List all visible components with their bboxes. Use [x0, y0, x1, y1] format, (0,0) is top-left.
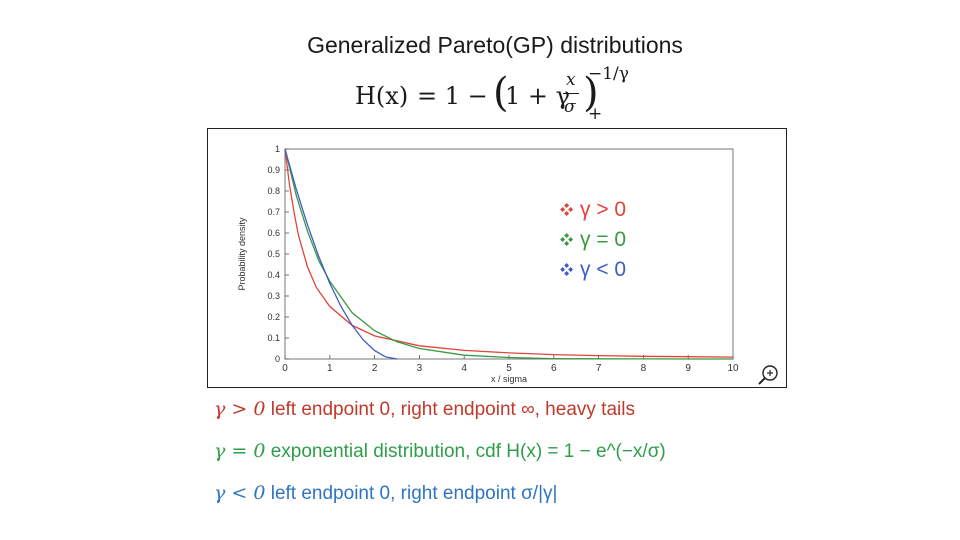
legend-bullet-part	[568, 237, 574, 242]
y-tick-label: 0.3	[267, 291, 280, 301]
x-tick-label: 5	[506, 363, 512, 374]
y-axis-label: Probability density	[237, 217, 247, 291]
y-tick-label: 0.5	[267, 249, 280, 259]
x-tick-label: 1	[327, 363, 333, 374]
y-tick-label: 0.9	[267, 165, 280, 175]
legend-bullet-part	[564, 211, 570, 216]
x-tick-label: 9	[685, 363, 691, 374]
legend-bullet-part	[568, 267, 574, 272]
plot-frame: 0 1 2 3 4 5 6 7 8 9 10 0 0.1 0.2 0.3 0.4 0.5 0.6 0.7 0.8 0.9…	[207, 128, 787, 388]
note-gamma-positive: γ > 0 left endpoint 0, right endpoint ∞,…	[214, 398, 635, 421]
slide-title: Generalized Pareto(GP) distributions	[307, 32, 683, 58]
formula-paren-close: )	[583, 70, 599, 116]
legend-entry-gamma-negative: γ < 0	[580, 258, 626, 281]
formula-frac-denominator: σ	[564, 97, 576, 117]
legend-bullet-part	[564, 233, 570, 238]
formula-frac-bar	[563, 93, 579, 94]
x-tick-label: 0	[282, 363, 288, 374]
legend-entry-gamma-positive: γ > 0	[580, 198, 626, 221]
series-line-gamma-zero	[284, 148, 733, 360]
y-tick-label: 0.6	[267, 228, 280, 238]
note-gamma-zero: γ = 0 exponential distribution, cdf H(x)…	[214, 440, 666, 463]
y-tick-label: 0.8	[267, 186, 280, 196]
legend-bullet-part	[564, 203, 570, 208]
formula-one-plus-gamma: 1 + γ	[505, 82, 570, 110]
x-tick-label: 8	[641, 363, 647, 374]
x-tick-label: 4	[461, 363, 467, 374]
legend-bullet-part	[564, 263, 570, 268]
legend-bullet-icon	[560, 263, 574, 276]
note-text: left endpoint 0, right endpoint ∞, heavy…	[270, 399, 635, 420]
x-tick-label: 7	[596, 363, 602, 374]
legend-bullet-part	[560, 237, 566, 242]
legend-bullet-part	[564, 241, 570, 246]
note-text: exponential distribution, cdf H(x) = 1 −…	[270, 441, 666, 462]
y-tick-label: 0.4	[267, 270, 280, 280]
note-gamma-negative: γ < 0 left endpoint 0, right endpoint σ/…	[214, 482, 557, 505]
legend-bullet-part	[564, 271, 570, 276]
formula-lhs: H(x)	[355, 82, 409, 110]
x-axis-label: x / sigma	[491, 374, 527, 384]
y-tick-label: 0.2	[267, 312, 280, 322]
legend-entry-gamma-zero: γ = 0	[580, 228, 626, 251]
y-tick-label: 0.7	[267, 207, 280, 217]
legend-bullet-part	[568, 207, 574, 212]
series-line-gamma-negative	[284, 148, 398, 360]
note-symbol: γ > 0	[214, 398, 266, 420]
note-symbol: γ = 0	[214, 440, 266, 462]
formula-equals: = 1 −	[417, 82, 488, 110]
note-text: left endpoint 0, right endpoint σ/|γ|	[270, 483, 558, 504]
formula-frac-numerator: x	[566, 70, 576, 90]
legend-bullet-icon	[560, 203, 574, 216]
legend-bullet-icon	[560, 233, 574, 246]
formula-exponent: −1/γ	[588, 64, 629, 84]
x-tick-label: 6	[551, 363, 557, 374]
zoom-icon[interactable]	[758, 365, 778, 385]
formula-subscript: +	[588, 104, 603, 124]
y-tick-label: 1	[275, 144, 280, 154]
formula-paren-open: (	[493, 70, 509, 116]
y-tick-label: 0.1	[267, 333, 280, 343]
x-tick-label: 3	[417, 363, 423, 374]
note-symbol: γ < 0	[214, 482, 266, 504]
x-tick-label: 10	[727, 363, 739, 374]
x-tick-label: 2	[372, 363, 378, 374]
series-line-gamma-positive	[284, 148, 734, 358]
legend-bullet-part	[560, 267, 566, 272]
plot-area-border	[284, 148, 734, 360]
legend-bullet-part	[560, 207, 566, 212]
y-tick-label: 0	[275, 354, 280, 364]
gp-density-chart: 0 1 2 3 4 5 6 7 8 9 10 0 0.1 0.2 0.3 0.4 0.5 0.6 0.7 0.8 0.9…	[237, 144, 778, 385]
